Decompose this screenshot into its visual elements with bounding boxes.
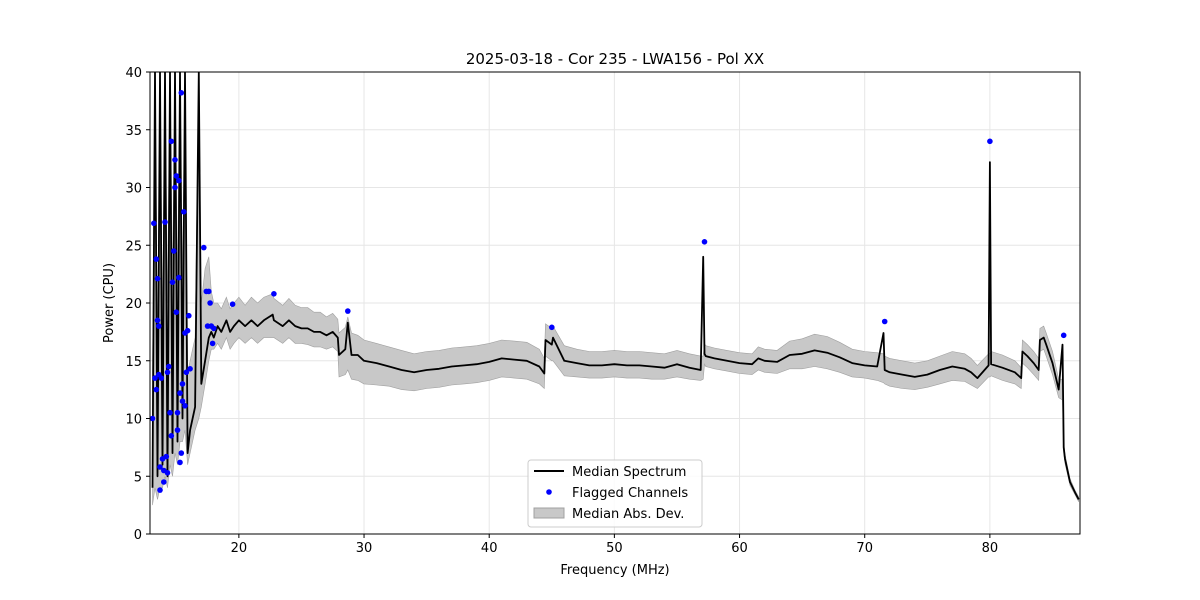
flagged-point	[166, 363, 172, 370]
y-axis-ticks: 0 5 10 15 20 25 30 35 40	[125, 66, 150, 543]
legend-mad-swatch	[533, 507, 565, 519]
flagged-point	[549, 324, 555, 331]
flagged-point	[154, 275, 161, 282]
flagged-point	[171, 248, 177, 254]
x-axis-label: Frequency (MHz)	[560, 563, 669, 578]
y-tick-label: 5	[134, 470, 142, 485]
flagged-point	[701, 239, 708, 245]
flagged-point	[173, 309, 180, 316]
flagged-point	[156, 323, 162, 329]
mad-band	[152, 72, 1079, 506]
y-tick-label: 30	[125, 182, 142, 197]
flagged-point	[163, 453, 170, 460]
y-tick-label: 25	[125, 239, 142, 254]
x-tick-label: 30	[356, 541, 373, 556]
median-spectrum-line	[151, 72, 1080, 500]
flagged-point	[987, 138, 993, 145]
flagged-point	[1060, 332, 1067, 339]
flagged-point	[207, 300, 213, 306]
y-tick-label: 35	[125, 124, 142, 139]
flagged-point	[201, 244, 207, 251]
flagged-point	[177, 459, 183, 466]
flagged-point	[182, 403, 188, 409]
legend: Median Spectrum Flagged Channels Median …	[527, 459, 703, 528]
flagged-point	[178, 90, 185, 96]
flagged-point	[164, 470, 171, 476]
flagged-point	[174, 409, 181, 416]
y-tick-label: 15	[125, 355, 142, 370]
flagged-point	[157, 464, 163, 470]
x-axis-ticks: 20 30 40 50 60 70 80	[231, 534, 999, 556]
flagged-point	[161, 479, 167, 485]
flagged-point	[164, 369, 171, 376]
flagged-point	[177, 390, 183, 396]
y-tick-label: 20	[125, 297, 142, 312]
flagged-point	[229, 301, 236, 308]
flagged-point	[176, 274, 182, 281]
flagged-point	[150, 415, 156, 422]
legend-mad-label: Median Abs. Dev.	[572, 507, 684, 522]
x-tick-label: 20	[231, 541, 248, 556]
flagged-point	[211, 325, 217, 332]
y-tick-label: 40	[125, 66, 142, 81]
flagged-point	[881, 318, 888, 325]
flagged-point	[151, 220, 157, 227]
flagged-point	[178, 450, 185, 456]
flagged-point	[179, 398, 186, 405]
flagged-point	[162, 219, 168, 225]
flagged-point	[209, 340, 216, 347]
legend-median-label: Median Spectrum	[572, 465, 686, 480]
x-tick-label: 60	[731, 541, 748, 556]
flagged-point	[172, 157, 178, 163]
flagged-channel-points	[150, 90, 1067, 493]
y-tick-label: 10	[125, 413, 142, 428]
legend-flagged-swatch	[546, 489, 552, 495]
flagged-point	[179, 381, 186, 387]
flagged-point	[168, 138, 175, 145]
legend-flagged-label: Flagged Channels	[572, 486, 688, 501]
flagged-point	[157, 487, 163, 493]
flagged-point	[153, 256, 160, 262]
flagged-point	[168, 433, 175, 439]
legend-box	[527, 459, 703, 528]
flagged-point	[206, 288, 212, 295]
flagged-point	[176, 177, 182, 184]
flagged-point	[174, 427, 181, 433]
flagged-point	[172, 184, 178, 191]
y-axis-label: Power (CPU)	[102, 263, 117, 343]
flagged-point	[184, 327, 191, 334]
flagged-point	[173, 173, 180, 179]
x-tick-label: 70	[856, 541, 873, 556]
flagged-point	[158, 375, 165, 381]
flagged-point	[169, 279, 176, 286]
flagged-point	[152, 375, 158, 381]
y-tick-label: 0	[134, 528, 142, 543]
grid	[150, 71, 1080, 535]
flagged-point	[186, 312, 192, 319]
flagged-point	[154, 317, 161, 324]
x-tick-label: 50	[606, 541, 623, 556]
flagged-point	[153, 386, 160, 393]
x-tick-label: 40	[481, 541, 498, 556]
x-tick-label: 80	[982, 541, 999, 556]
flagged-point	[345, 308, 351, 314]
chart-title: 2025-03-18 - Cor 235 - LWA156 - Pol XX	[466, 50, 764, 68]
flagged-point	[181, 209, 187, 215]
flagged-point	[187, 366, 193, 372]
flagged-point	[271, 291, 277, 297]
flagged-point	[183, 369, 190, 376]
flagged-point	[167, 409, 173, 416]
